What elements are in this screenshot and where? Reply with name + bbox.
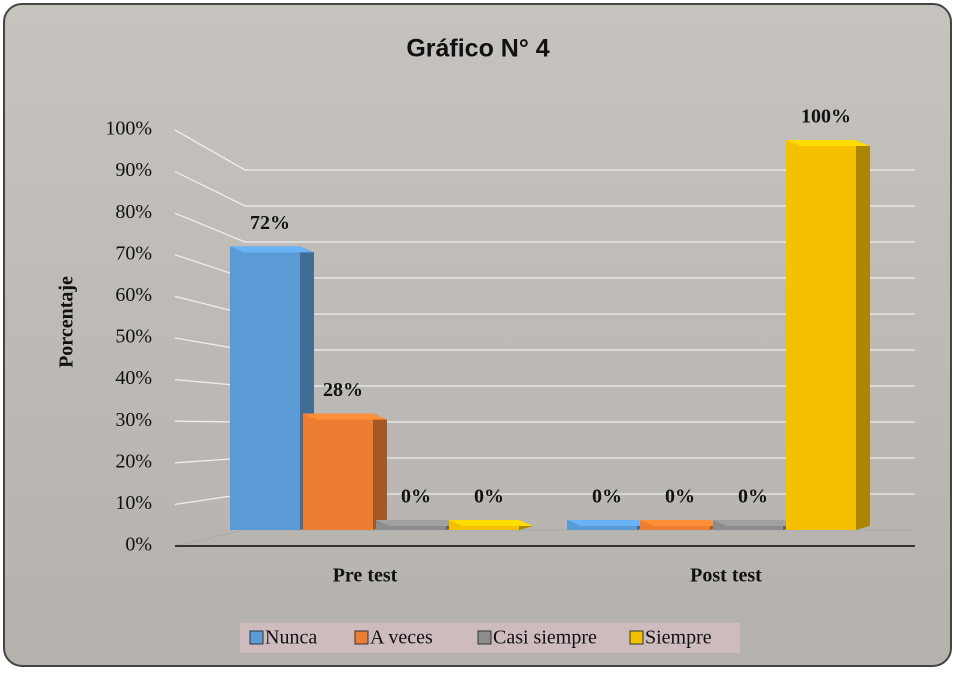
bar [567,520,651,530]
y-tick-label: 80% [115,201,152,223]
bar [640,520,724,530]
legend-label: Siempre [645,627,712,649]
data-label: 72% [250,212,290,234]
bar [449,520,533,530]
bar-top [640,520,724,526]
y-tick-label: 50% [115,326,152,348]
bar [786,140,870,530]
data-label: 0% [738,486,768,508]
y-tick-label: 100% [105,118,152,140]
data-label: 100% [801,106,851,128]
bar-front [786,140,856,530]
y-tick-label: 30% [115,409,152,431]
legend-label: Casi siempre [493,627,597,649]
y-axis-label: Porcentaje [56,276,78,368]
x-tick-label: Post test [690,565,762,587]
bar-top [376,520,460,526]
bar-side [856,140,870,530]
data-label: 0% [474,486,504,508]
data-label: 0% [401,486,431,508]
bar [713,520,797,530]
legend-label: A veces [370,627,433,649]
bar-top [230,246,314,253]
bar-front [303,413,373,530]
y-tick-label: 20% [115,450,152,472]
bar-side [373,413,387,530]
x-tick-label: Pre test [333,565,398,587]
data-label: 28% [323,379,363,401]
legend-swatch [477,630,492,645]
bar-top [449,520,533,526]
bar-top [713,520,797,526]
grid-line [174,129,915,171]
y-tick-label: 40% [115,367,152,389]
bar-front [230,246,300,530]
grid-line [174,212,915,243]
bar [303,413,387,530]
y-tick-label: 10% [115,492,152,514]
data-label: 0% [592,486,622,508]
y-tick-label: 0% [125,534,152,556]
y-tick-label: 90% [115,159,152,181]
legend-swatch [354,630,369,645]
bar-top [786,140,870,146]
bar [230,246,314,530]
bar-top [567,520,651,526]
legend-swatch [249,630,264,645]
legend-swatch [629,630,644,645]
legend-label: Nunca [265,627,317,649]
bar [376,520,460,530]
bar-top [303,413,387,420]
y-tick-label: 60% [115,284,152,306]
chart-title: Gráfico N° 4 [406,35,549,63]
y-tick-label: 70% [115,242,152,264]
data-label: 0% [665,486,695,508]
grid-line [174,171,915,207]
